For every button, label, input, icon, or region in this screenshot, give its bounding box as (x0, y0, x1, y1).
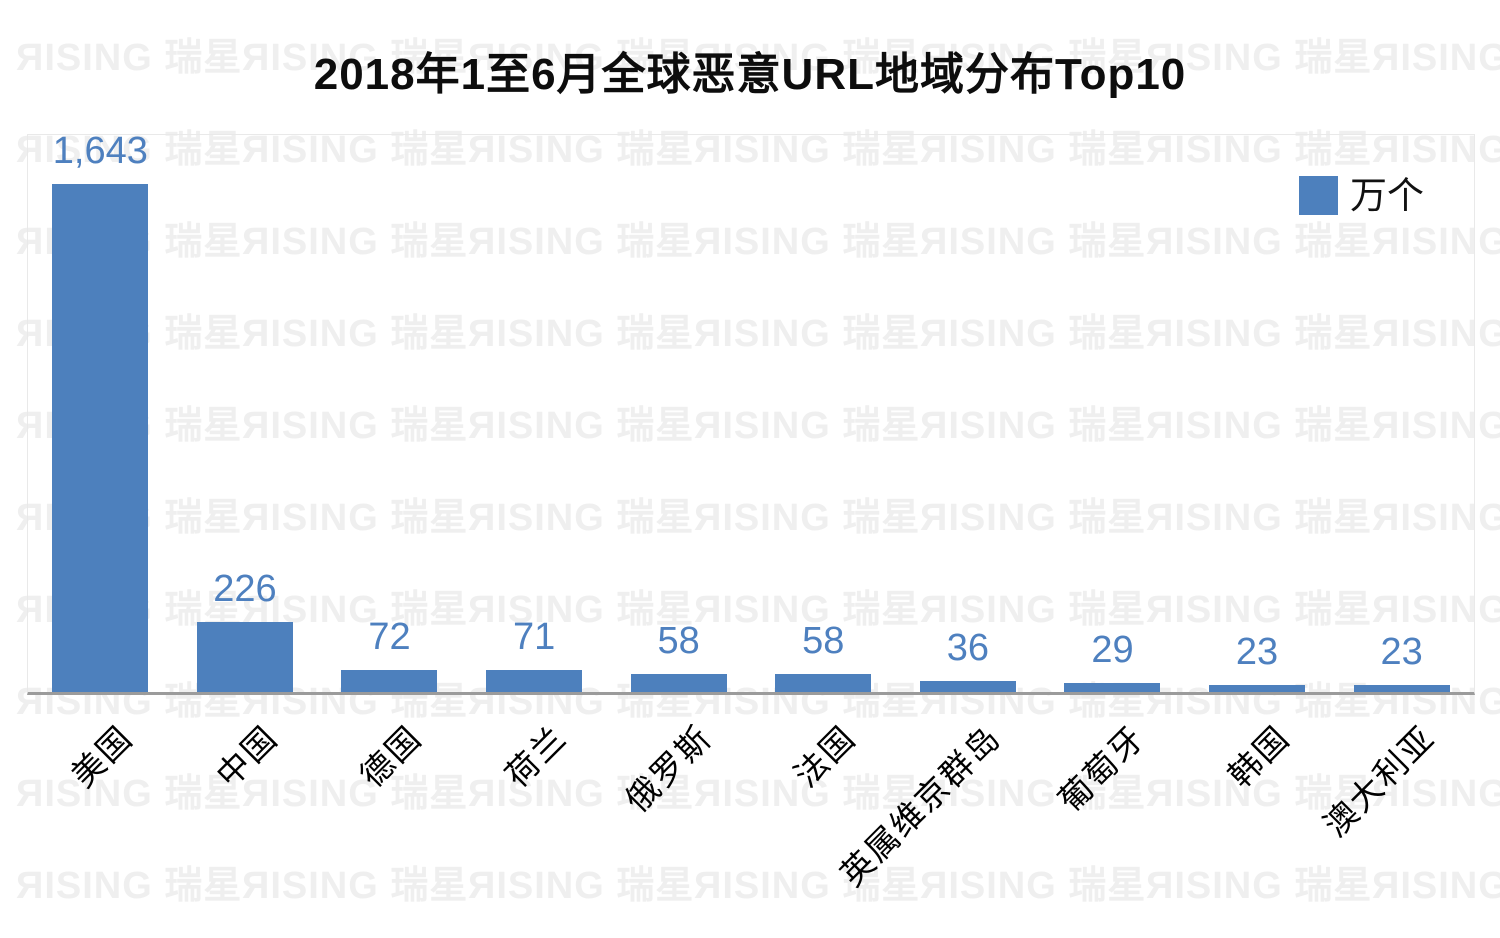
category-label: 中国 (208, 718, 285, 795)
bar-group: 58 (751, 135, 896, 692)
watermark-tile: ЯISING 瑞星 (694, 865, 921, 907)
bar-group: 71 (462, 135, 607, 692)
bar-group: 1,643 (28, 132, 173, 692)
bar-group: 226 (173, 135, 318, 692)
watermark-tile: ЯISING 瑞星 (468, 865, 695, 907)
legend-label: 万个 (1350, 175, 1424, 216)
legend: 万个 (1299, 176, 1424, 215)
bar-group: 29 (1040, 135, 1185, 692)
bar-group: 23 (1185, 135, 1330, 692)
category-label: 法国 (787, 718, 864, 795)
bar (1209, 685, 1306, 692)
bar-group: 23 (1329, 135, 1474, 692)
chart-title: 2018年1至6月全球恶意URL地域分布Top10 (313, 50, 1187, 99)
watermark-tile: ЯISING 瑞星 (242, 865, 469, 907)
bar (1353, 685, 1450, 692)
category-label: 澳大利亚 (1316, 718, 1442, 844)
bar (196, 622, 293, 692)
watermark-tile: ЯISING 瑞星 (920, 865, 1147, 907)
category-label: 葡萄牙 (1051, 718, 1153, 819)
bar (486, 670, 583, 692)
category-label: 荷兰 (498, 718, 574, 795)
bar (630, 674, 727, 692)
bar (341, 670, 438, 692)
value-label: 23 (1235, 631, 1279, 673)
bar-group: 72 (317, 135, 462, 692)
bar (1064, 683, 1161, 692)
category-label: 韩国 (1221, 718, 1297, 795)
watermark-tile: ЯISING 瑞星 (1146, 865, 1373, 907)
category-label: 美国 (64, 718, 141, 795)
watermark-tile: ЯISING 瑞星 (16, 773, 243, 815)
bar-group: 58 (606, 135, 751, 692)
value-label: 23 (1380, 631, 1423, 673)
bar (775, 674, 872, 692)
legend-swatch (1299, 176, 1338, 215)
value-label: 58 (802, 620, 845, 662)
watermark-tile: ЯISING 瑞星 (1372, 865, 1500, 907)
value-label: 71 (512, 616, 556, 658)
category-label: 俄罗斯 (618, 718, 719, 819)
plot-area: 1,643 226 72 71 58 58 36 29 23 23 (27, 132, 1475, 695)
value-label: 58 (657, 620, 700, 662)
bar (919, 681, 1016, 692)
category-label: 德国 (353, 718, 430, 795)
watermark-tile: ЯISING 瑞星 (16, 865, 243, 907)
value-label: 29 (1091, 629, 1134, 671)
bar (52, 184, 149, 692)
value-label: 1,643 (52, 130, 148, 172)
value-label: 226 (213, 568, 277, 610)
watermark-tile: ЯISING 瑞星 (242, 773, 469, 815)
value-label: 36 (946, 627, 989, 669)
bar-group: 36 (896, 135, 1041, 692)
value-label: 72 (368, 616, 411, 658)
